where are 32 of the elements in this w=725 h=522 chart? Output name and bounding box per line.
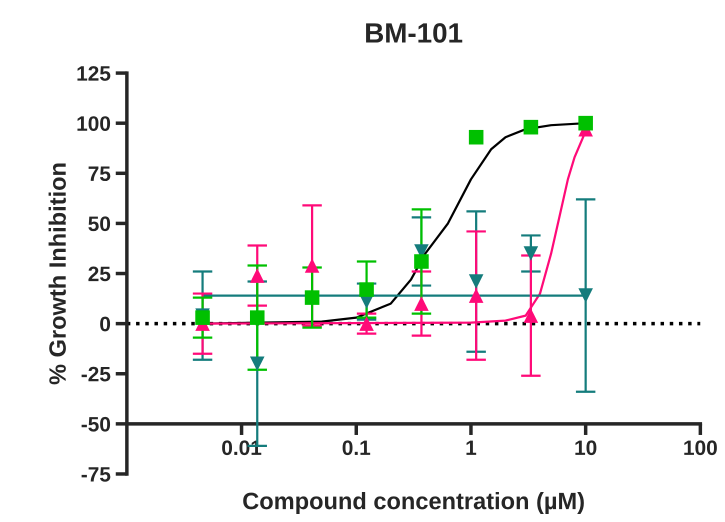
y-tick-label: 125 bbox=[77, 66, 110, 81]
point bbox=[524, 246, 538, 261]
point bbox=[250, 268, 265, 283]
point bbox=[250, 310, 265, 325]
y-tick-label: -50 bbox=[82, 416, 110, 432]
point bbox=[524, 120, 538, 134]
y-tick-label: -75 bbox=[82, 467, 110, 482]
y-tick-label: -25 bbox=[82, 366, 110, 382]
point bbox=[578, 116, 593, 130]
point bbox=[468, 130, 484, 145]
point bbox=[359, 316, 374, 331]
point bbox=[468, 288, 484, 303]
y-tick-label: 100 bbox=[77, 116, 110, 131]
x-tick-label: 0.1 bbox=[342, 440, 370, 456]
point bbox=[359, 282, 374, 297]
point bbox=[250, 356, 265, 372]
x-tick-label: 100 bbox=[684, 440, 717, 456]
chart-title: BM-101 bbox=[366, 23, 462, 43]
point bbox=[414, 296, 429, 311]
y-tick-label: 50 bbox=[88, 216, 110, 232]
point bbox=[304, 290, 320, 305]
point bbox=[578, 288, 593, 303]
x-tick-label: 10 bbox=[575, 440, 596, 456]
point bbox=[468, 274, 484, 289]
point bbox=[304, 258, 320, 273]
x-tick-label: 1 bbox=[466, 440, 476, 455]
y-axis-title: % Growth Inhibition bbox=[48, 164, 66, 384]
y-tick-label: 0 bbox=[100, 316, 110, 332]
y-tick-label: 25 bbox=[88, 266, 110, 282]
point bbox=[414, 254, 429, 269]
x-axis-title: Compound concentration (µM) bbox=[243, 492, 584, 514]
y-tick-label: 75 bbox=[88, 166, 110, 182]
